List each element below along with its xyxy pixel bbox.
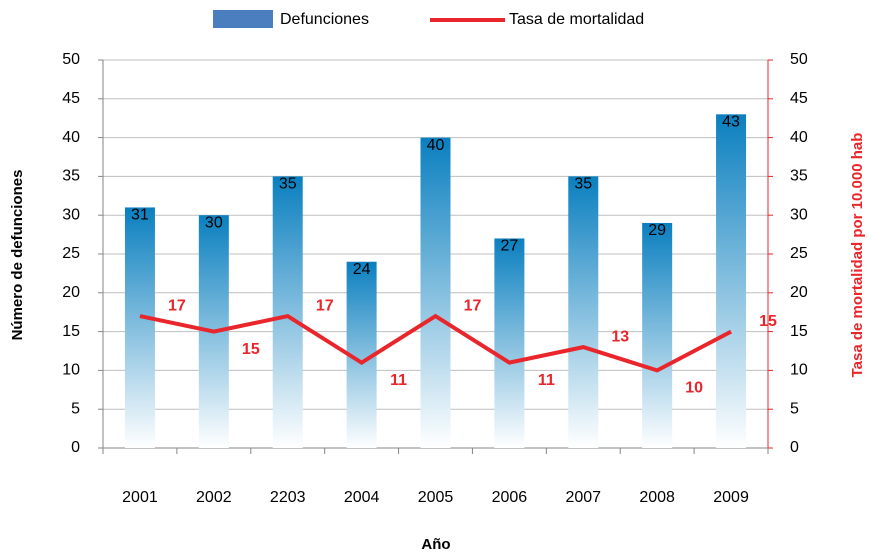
y-tick-label: 0 (71, 439, 80, 456)
bar-value-label: 27 (500, 238, 518, 255)
bar-value-label: 43 (722, 114, 740, 131)
y2-tick-label: 30 (790, 206, 808, 223)
x-tick-label: 2001 (122, 489, 158, 506)
y-tick-label: 35 (62, 168, 80, 185)
y2-tick-label: 20 (790, 284, 808, 301)
bar-value-label: 40 (427, 137, 445, 154)
bar-value-label: 24 (353, 261, 371, 278)
bar (494, 238, 525, 448)
bar (642, 222, 673, 448)
x-tick-label: 2004 (344, 489, 380, 506)
bar (716, 114, 747, 448)
y-tick-label: 25 (62, 245, 80, 262)
line-value-label: 17 (464, 297, 482, 314)
y-tick-label: 30 (62, 206, 80, 223)
x-tick-label: 2002 (196, 489, 232, 506)
bar (272, 176, 303, 448)
line-value-label: 15 (242, 341, 260, 358)
y2-tick-label: 10 (790, 362, 808, 379)
x-tick-label: 2006 (492, 489, 528, 506)
y2-tick-label: 5 (790, 400, 799, 417)
x-tick-label: 2203 (270, 489, 306, 506)
bar-value-label: 30 (205, 214, 223, 231)
line-value-label: 17 (316, 297, 334, 314)
bar-value-label: 29 (648, 222, 666, 239)
line-value-label: 17 (168, 297, 186, 314)
x-tick-label: 2007 (565, 489, 601, 506)
line-value-label: 15 (759, 313, 777, 330)
line-value-label: 11 (390, 372, 407, 389)
y-axis-title: Número de defunciones (9, 170, 26, 341)
y2-tick-label: 35 (790, 168, 808, 185)
line (139, 313, 732, 373)
x-tick-label: 2005 (418, 489, 454, 506)
y2-tick-label: 15 (790, 323, 808, 340)
y2-axis-title: Tasa de mortalidad por 10.000 hab (849, 133, 866, 378)
y-tick-label: 15 (62, 323, 80, 340)
x-tick-label: 2009 (713, 489, 749, 506)
y2-tick-label: 45 (790, 90, 808, 107)
legend-swatch (213, 10, 273, 28)
y2-tick-label: 40 (790, 129, 808, 146)
y2-tick-label: 25 (790, 245, 808, 262)
y-tick-label: 45 (62, 90, 80, 107)
bar (420, 137, 451, 448)
y-tick-label: 20 (62, 284, 80, 301)
bar-value-label: 35 (574, 176, 592, 193)
x-axis-title: Año (421, 536, 450, 553)
y-tick-label: 50 (62, 51, 80, 68)
line-value-label: 10 (685, 380, 703, 397)
bar-value-label: 35 (279, 176, 297, 193)
y-tick-label: 40 (62, 129, 80, 146)
legend-label: Tasa de mortalidad (509, 11, 644, 28)
y-tick-label: 10 (62, 362, 80, 379)
bar (124, 207, 155, 448)
bar (568, 176, 599, 448)
x-tick-label: 2008 (639, 489, 675, 506)
bar-value-label: 31 (131, 207, 149, 224)
y2-tick-label: 0 (790, 439, 799, 456)
y-tick-label: 5 (71, 400, 80, 417)
line-value-label: 11 (538, 372, 555, 389)
line-value-label: 13 (611, 328, 629, 345)
y2-tick-label: 50 (790, 51, 808, 68)
legend-label: Defunciones (280, 11, 369, 28)
